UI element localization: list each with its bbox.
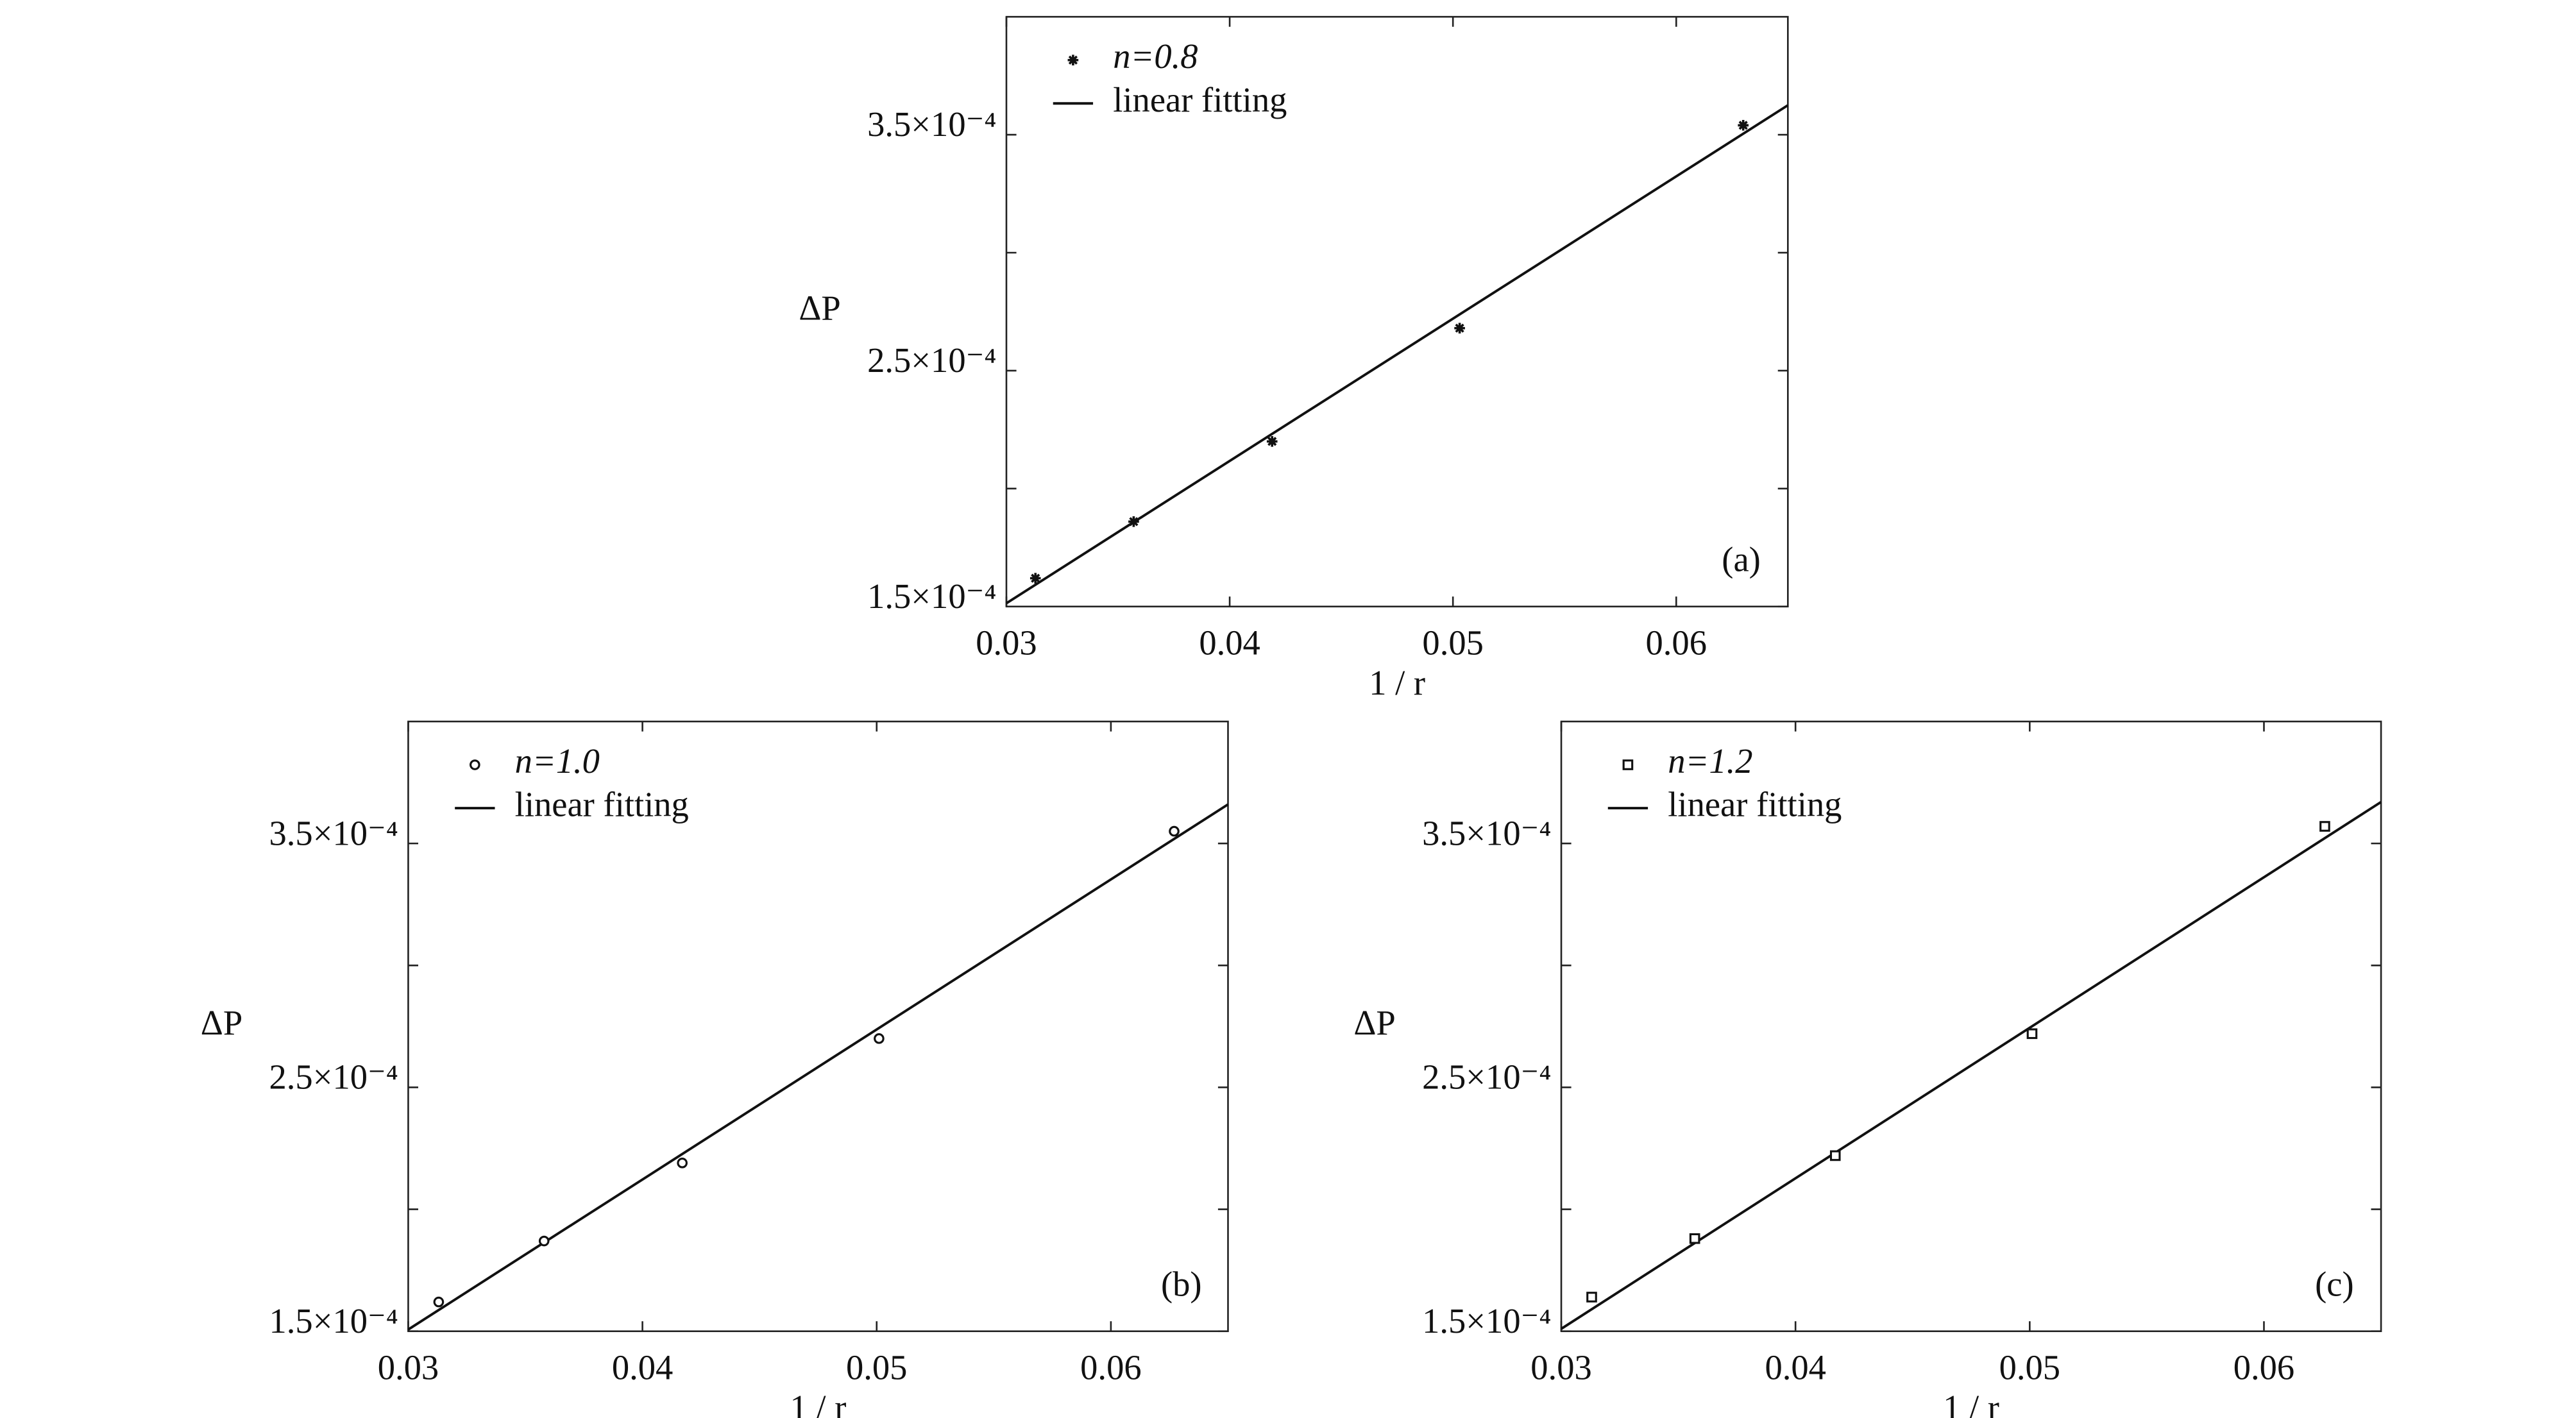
- x-tick-label: 0.05: [846, 1348, 907, 1387]
- x-tick-label: 0.04: [1199, 623, 1260, 663]
- x-tick-label: 0.05: [1999, 1348, 2060, 1387]
- panel-label: (c): [2315, 1265, 2354, 1304]
- panel: 0.03 0.04 0.05 0.06 1.5×10⁻⁴ 2.5×10⁻⁴ 3.5×10⁻⁴…: [799, 15, 1789, 702]
- marker: [1067, 55, 1079, 66]
- plot-frame: [407, 720, 1229, 1333]
- y-tick-label: 2.5×10⁻⁴: [867, 341, 996, 380]
- marker: [1266, 435, 1278, 447]
- x-tick-label: 0.05: [1422, 623, 1483, 663]
- legend-label: n=1.2: [1668, 741, 1752, 781]
- marker: [2319, 821, 2330, 832]
- y-tick-label: 3.5×10⁻⁴: [1422, 813, 1551, 852]
- panel: 0.03 0.04 0.05 0.06 1.5×10⁻⁴ 2.5×10⁻⁴ 3.5×10⁻⁴…: [201, 720, 1229, 1418]
- fit-line: [1005, 104, 1789, 605]
- x-tick-label: 0.06: [1080, 1348, 1141, 1387]
- y-axis-label: ΔP: [1353, 1003, 1395, 1042]
- y-tick-label: 3.5×10⁻⁴: [867, 105, 996, 144]
- marker: [1169, 825, 1180, 837]
- y-tick-label: 1.5×10⁻⁴: [867, 577, 996, 616]
- marker: [1689, 1233, 1700, 1244]
- y-tick-label: 2.5×10⁻⁴: [1422, 1058, 1551, 1097]
- legend-label: linear fitting: [1668, 785, 1842, 824]
- y-axis-label: ΔP: [201, 1003, 242, 1042]
- y-tick-label: 1.5×10⁻⁴: [269, 1301, 398, 1340]
- y-axis-label: ΔP: [799, 288, 840, 327]
- x-axis-label: 1 / r: [790, 1388, 847, 1418]
- marker: [470, 759, 480, 770]
- marker: [1738, 120, 1749, 131]
- legend-label: linear fitting: [1113, 80, 1287, 119]
- legend-label: linear fitting: [515, 785, 689, 824]
- x-tick-label: 0.04: [1765, 1348, 1826, 1387]
- plot-frame: [1005, 15, 1789, 608]
- y-tick-label: 3.5×10⁻⁴: [269, 813, 398, 852]
- legend-label: n=1.0: [515, 741, 600, 781]
- y-tick-label: 1.5×10⁻⁴: [1422, 1301, 1551, 1340]
- marker: [1622, 759, 1634, 770]
- marker: [538, 1235, 550, 1247]
- marker: [1586, 1292, 1597, 1303]
- x-axis-label: 1 / r: [1369, 663, 1425, 702]
- fit-line: [1560, 800, 2382, 1330]
- marker: [1128, 516, 1139, 527]
- panel-label: (b): [1161, 1265, 1202, 1304]
- plot-frame: [1560, 720, 2382, 1333]
- marker: [1829, 1150, 1841, 1161]
- marker: [1454, 323, 1465, 334]
- marker: [2026, 1028, 2038, 1040]
- y-tick-label: 2.5×10⁻⁴: [269, 1058, 398, 1097]
- x-tick-label: 0.03: [976, 623, 1037, 663]
- marker: [433, 1296, 445, 1308]
- x-tick-label: 0.06: [2233, 1348, 2294, 1387]
- x-axis-label: 1 / r: [1943, 1388, 1999, 1418]
- panel-label: (a): [1722, 540, 1761, 579]
- x-tick-label: 0.03: [1530, 1348, 1591, 1387]
- marker: [677, 1158, 688, 1169]
- x-tick-label: 0.04: [612, 1348, 673, 1387]
- panel: 0.03 0.04 0.05 0.06 1.5×10⁻⁴ 2.5×10⁻⁴ 3.5×10⁻⁴…: [1353, 720, 2382, 1418]
- marker: [1030, 573, 1041, 584]
- x-tick-label: 0.03: [378, 1348, 439, 1387]
- legend-label: n=0.8: [1113, 37, 1198, 76]
- marker: [874, 1033, 885, 1044]
- fit-line: [407, 803, 1229, 1331]
- x-tick-label: 0.06: [1646, 623, 1707, 663]
